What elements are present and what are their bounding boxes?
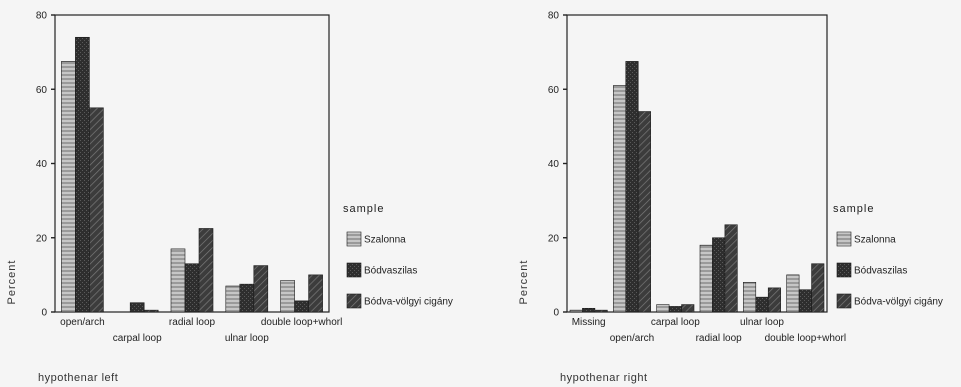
- bar: [637, 111, 651, 313]
- legend-title: sample: [343, 203, 384, 215]
- chart-hypothenar-left: 0 20 40 60 80 Percent open/arch carpal loop radi…: [6, 11, 453, 385]
- x-category-label: ulnar loop: [740, 317, 784, 328]
- x-category-label: open/arch: [610, 333, 654, 344]
- y-tick-label: 0: [553, 308, 559, 319]
- y-tick-label: 60: [548, 85, 560, 96]
- bar: [755, 296, 769, 313]
- legend-label: Bódvaszilas: [364, 266, 417, 277]
- x-category-label: Missing: [572, 317, 606, 328]
- x-category-label: double loop+whorl: [261, 317, 342, 328]
- y-axis-label: Percent: [6, 260, 18, 305]
- y-tick-label: 60: [36, 85, 48, 96]
- legend-swatch: [346, 262, 362, 278]
- chart-hypothenar-right: 0 20 40 60 80 Percent Missing open/arch carpal l…: [518, 11, 943, 385]
- bar: [170, 248, 186, 313]
- bar: [712, 237, 726, 313]
- y-axis-label: Percent: [518, 260, 530, 305]
- legend-swatch: [836, 293, 852, 309]
- x-category-label: double loop+whorl: [765, 333, 846, 344]
- bar: [656, 304, 670, 313]
- y-tick-label: 20: [36, 233, 48, 244]
- bar: [198, 228, 214, 313]
- y-tick-label: 0: [41, 308, 47, 319]
- bar: [582, 307, 596, 313]
- legend-swatch: [836, 262, 852, 278]
- bar: [699, 244, 713, 313]
- legend-label: Szalonna: [364, 235, 406, 246]
- x-category-label: radial loop: [696, 333, 743, 344]
- y-tick-label: 40: [548, 159, 560, 170]
- bar: [743, 281, 757, 313]
- bar: [786, 274, 800, 313]
- legend-label: Bódva-völgyi cigány: [854, 297, 943, 308]
- y-tick-label: 20: [548, 233, 560, 244]
- legend-label: Bódva-völgyi cigány: [364, 297, 453, 308]
- legend-title: sample: [833, 203, 874, 215]
- bar: [253, 265, 269, 313]
- legend-label: Szalonna: [854, 235, 896, 246]
- x-category-label: ulnar loop: [225, 333, 269, 344]
- bar: [75, 36, 90, 313]
- x-category-label: open/arch: [60, 317, 104, 328]
- bar: [239, 283, 255, 313]
- x-category-label: radial loop: [169, 317, 216, 328]
- bar: [89, 107, 104, 313]
- bar: [225, 285, 241, 313]
- legend-swatch: [346, 293, 362, 309]
- bar: [811, 263, 825, 313]
- x-category-label: carpal loop: [651, 317, 700, 328]
- y-tick-label: 80: [36, 11, 48, 22]
- bar: [61, 61, 76, 313]
- bar: [143, 309, 159, 313]
- legend-swatch: [836, 231, 852, 247]
- bar: [625, 61, 639, 313]
- bar: [681, 304, 695, 313]
- legend-swatch: [346, 231, 362, 247]
- y-tick-label: 40: [36, 159, 48, 170]
- bar: [569, 309, 583, 313]
- bar: [594, 309, 608, 313]
- bar: [767, 287, 781, 313]
- chart-caption: hypothenar right: [560, 372, 648, 384]
- legend-label: Bódvaszilas: [854, 266, 907, 277]
- y-tick-label: 80: [548, 11, 560, 22]
- bar: [280, 280, 295, 313]
- chart-caption: hypothenar left: [38, 372, 118, 384]
- bar: [294, 300, 309, 313]
- x-category-label: carpal loop: [113, 333, 162, 344]
- bar: [724, 224, 738, 313]
- bar: [668, 306, 682, 313]
- bar: [613, 85, 627, 313]
- bar: [798, 289, 812, 313]
- bar: [308, 274, 323, 313]
- bar: [184, 263, 200, 313]
- bar: [129, 302, 145, 313]
- plot-frame: [566, 14, 828, 313]
